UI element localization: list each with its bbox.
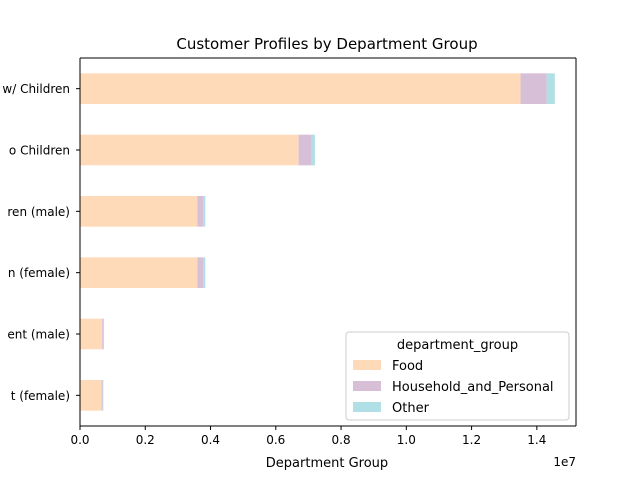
legend: department_group Food Household_and_Perso… (345, 331, 570, 421)
bar-3-series-0 (80, 257, 198, 288)
x-tick-label: 0.0 (70, 433, 89, 447)
bar-3-series-1 (197, 257, 204, 288)
legend-label: Other (392, 401, 430, 416)
bar-2-series-2 (203, 196, 206, 227)
y-tick-label: w/ Children (2, 82, 70, 96)
y-tick-label: ent (male) (7, 328, 70, 342)
x-axis-label: Department Group (266, 456, 388, 471)
x-axis-multiplier: 1e7 (553, 455, 576, 469)
bar-0-series-2 (546, 73, 555, 104)
x-tick-label: 1.2 (462, 433, 481, 447)
legend-swatch (353, 402, 381, 412)
chart-title: Customer Profiles by Department Group (176, 35, 477, 53)
y-tick-label: o Children (9, 144, 70, 158)
legend-items: Food Household_and_Personal Other (353, 359, 554, 416)
bar-1-series-0 (80, 134, 299, 166)
bar-4-series-1 (102, 318, 104, 350)
x-ticks-group: 0.0 0.2 0.4 0.6 0.8 1.0 1.2 1.4 (70, 426, 546, 447)
bar-4-series-0 (80, 318, 103, 350)
y-ticks-group: w/ Children o Children ren (male) n (female… (2, 82, 80, 403)
x-tick-label: 0.4 (201, 433, 220, 447)
x-tick-label: 0.6 (266, 433, 285, 447)
bar-0-series-0 (80, 73, 521, 104)
y-tick-label: n (female) (8, 266, 70, 280)
axes-group (79, 57, 577, 427)
legend-swatch (353, 360, 381, 370)
bars-group (80, 73, 555, 411)
bar-1-series-1 (298, 134, 312, 166)
bar-1-series-2 (311, 134, 315, 166)
bar-2-series-0 (80, 196, 198, 227)
legend-label: Household_and_Personal (392, 380, 554, 395)
legend-swatch (353, 381, 381, 391)
y-tick-label: ren (male) (7, 205, 70, 219)
bar-2-series-1 (197, 196, 204, 227)
legend-frame (345, 331, 570, 421)
legend-title: department_group (397, 338, 518, 353)
legend-label: Food (392, 359, 423, 374)
bar-0-series-1 (520, 73, 547, 104)
bar-5-series-1 (101, 380, 103, 411)
bar-5-series-2 (102, 380, 104, 411)
bar-4-series-2 (103, 318, 104, 350)
bar-3-series-2 (203, 257, 206, 288)
y-tick-label: t (female) (11, 389, 70, 403)
x-tick-label: 1.4 (527, 433, 546, 447)
x-tick-label: 0.2 (136, 433, 155, 447)
bar-5-series-0 (80, 380, 102, 411)
x-tick-label: 0.8 (332, 433, 351, 447)
x-tick-label: 1.0 (397, 433, 416, 447)
